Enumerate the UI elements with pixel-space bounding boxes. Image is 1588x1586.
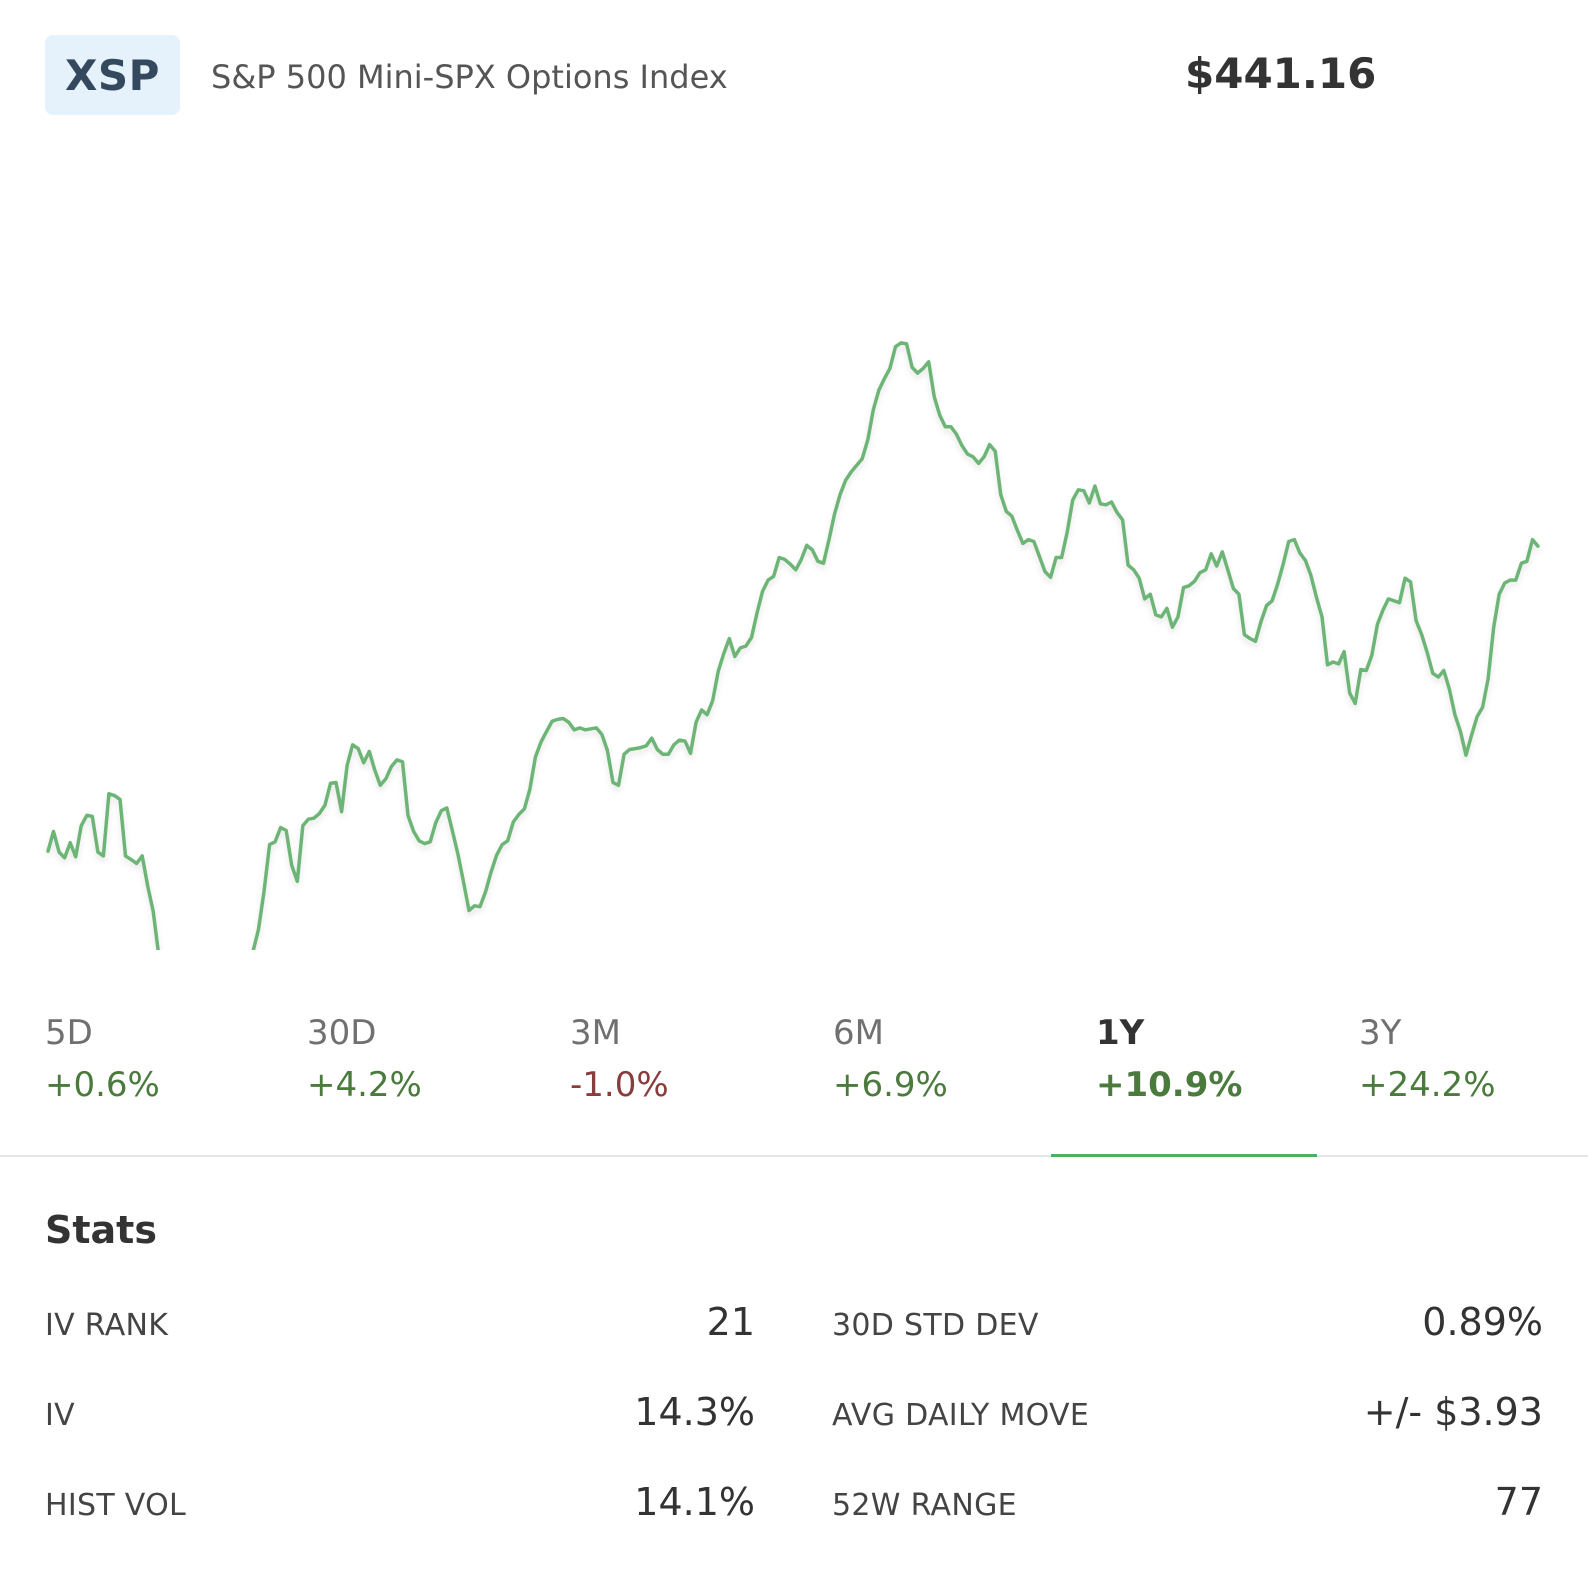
52w-range-label: 52W RANGE	[832, 1488, 1017, 1523]
tab-change: +10.9%	[1096, 1065, 1243, 1105]
iv-value: 14.3%	[634, 1390, 755, 1434]
active-tab-underline	[1051, 1154, 1317, 1157]
tab-label: 5D	[45, 1013, 93, 1053]
tab-label: 3M	[570, 1013, 621, 1053]
tab-label: 6M	[833, 1013, 884, 1053]
tab-30d[interactable]: 30D +4.2%	[262, 1005, 528, 1155]
iv-label: IV	[45, 1398, 75, 1433]
stats-heading: Stats	[45, 1208, 157, 1252]
tab-change: +0.6%	[45, 1065, 160, 1105]
tab-change: +4.2%	[307, 1065, 422, 1105]
avg-daily-move-value: +/- $3.93	[1363, 1390, 1543, 1434]
tab-5d[interactable]: 5D +0.6%	[0, 1005, 266, 1155]
ticker-symbol-badge[interactable]: XSP	[45, 35, 180, 115]
tab-3y[interactable]: 3Y +24.2%	[1314, 1005, 1580, 1155]
tab-1y[interactable]: 1Y +10.9%	[1051, 1005, 1317, 1157]
tab-change: -1.0%	[570, 1065, 669, 1105]
iv-rank-label: IV RANK	[45, 1308, 169, 1343]
iv-rank-value: 21	[706, 1300, 755, 1344]
52w-range-value: 77	[1494, 1480, 1543, 1524]
tab-label: 1Y	[1096, 1013, 1145, 1053]
avg-daily-move-label: AVG DAILY MOVE	[832, 1398, 1090, 1433]
period-tabs: 5D +0.6% 30D +4.2% 3M -1.0% 6M +6.9% 1Y …	[0, 1005, 1588, 1157]
std-dev-label: 30D STD DEV	[832, 1308, 1039, 1343]
hist-vol-value: 14.1%	[634, 1480, 755, 1524]
std-dev-value: 0.89%	[1422, 1300, 1543, 1344]
tab-6m[interactable]: 6M +6.9%	[788, 1005, 1054, 1155]
current-price: $441.16	[1185, 49, 1377, 98]
tab-label: 3Y	[1359, 1013, 1402, 1053]
price-chart[interactable]	[0, 150, 1588, 950]
tab-3m[interactable]: 3M -1.0%	[525, 1005, 791, 1155]
hist-vol-label: HIST VOL	[45, 1488, 187, 1523]
tab-label: 30D	[307, 1013, 377, 1053]
quote-header: XSP S&P 500 Mini-SPX Options Index $441.…	[45, 35, 1543, 115]
ticker-name: S&P 500 Mini-SPX Options Index	[211, 58, 728, 96]
tab-change: +24.2%	[1359, 1065, 1496, 1105]
tab-change: +6.9%	[833, 1065, 948, 1105]
price-line	[46, 341, 1540, 950]
